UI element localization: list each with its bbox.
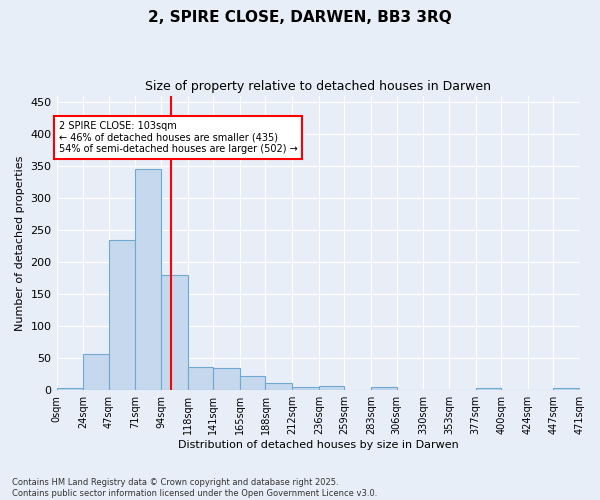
Title: Size of property relative to detached houses in Darwen: Size of property relative to detached ho…	[145, 80, 491, 93]
Bar	[83, 354, 109, 390]
X-axis label: Distribution of detached houses by size in Darwen: Distribution of detached houses by size …	[178, 440, 458, 450]
Bar	[371, 387, 397, 390]
Bar	[240, 376, 265, 390]
Bar	[476, 388, 501, 390]
Bar	[265, 382, 292, 390]
Y-axis label: Number of detached properties: Number of detached properties	[15, 155, 25, 330]
Bar	[161, 275, 188, 390]
Bar	[109, 240, 136, 390]
Bar	[553, 388, 580, 390]
Bar	[319, 386, 344, 390]
Text: Contains HM Land Registry data © Crown copyright and database right 2025.
Contai: Contains HM Land Registry data © Crown c…	[12, 478, 377, 498]
Bar	[292, 387, 319, 390]
Bar	[188, 366, 213, 390]
Bar	[136, 169, 161, 390]
Text: 2 SPIRE CLOSE: 103sqm
← 46% of detached houses are smaller (435)
54% of semi-det: 2 SPIRE CLOSE: 103sqm ← 46% of detached …	[59, 121, 298, 154]
Text: 2, SPIRE CLOSE, DARWEN, BB3 3RQ: 2, SPIRE CLOSE, DARWEN, BB3 3RQ	[148, 10, 452, 25]
Bar	[56, 388, 83, 390]
Bar	[213, 368, 240, 390]
